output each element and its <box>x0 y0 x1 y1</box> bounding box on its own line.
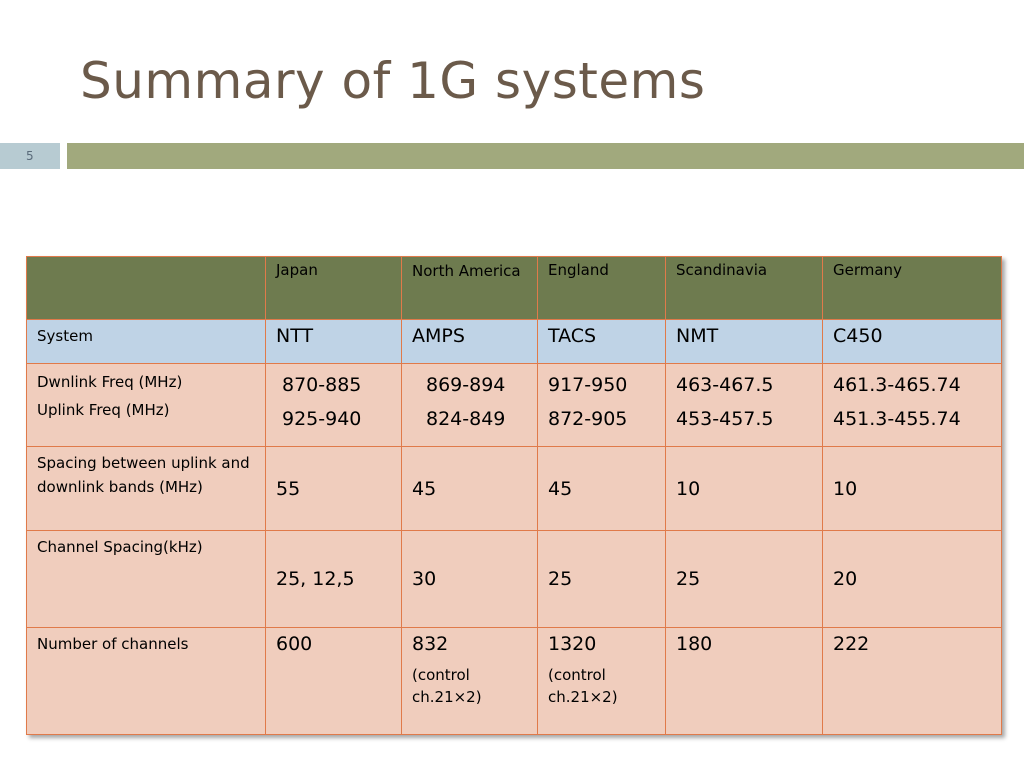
table-row: Channel Spacing(kHz) 25, 12,5 30 25 25 2… <box>26 530 1002 628</box>
header-row: Japan North America England Scandinavia … <box>26 256 1002 320</box>
channel-count: 600 <box>276 633 313 655</box>
header-cell: England <box>537 256 666 320</box>
table-row: Spacing between uplink and downlink band… <box>26 446 1002 531</box>
row-label: Dwnlink Freq (MHz) Uplink Freq (MHz) <box>26 363 266 447</box>
table-cell: 870-885 925-940 <box>265 363 402 447</box>
table-cell: TACS <box>537 319 666 364</box>
table-cell: 10 <box>665 446 823 531</box>
table-cell: 25, 12,5 <box>265 530 402 628</box>
table-cell: 600 <box>265 627 402 735</box>
table-cell: 30 <box>401 530 538 628</box>
uplink-value: 453-457.5 <box>676 408 774 430</box>
uplink-value: 925-940 <box>282 408 362 430</box>
table-cell: NMT <box>665 319 823 364</box>
table-cell: 45 <box>537 446 666 531</box>
table-cell: NTT <box>265 319 402 364</box>
table-cell: 917-950 872-905 <box>537 363 666 447</box>
uplink-label: Uplink Freq (MHz) <box>37 401 170 419</box>
row-label: Spacing between uplink and downlink band… <box>26 446 266 531</box>
downlink-value: 461.3-465.74 <box>833 374 961 396</box>
channel-note: (control ch.21×2) <box>548 666 618 706</box>
table-row: System NTT AMPS TACS NMT C450 <box>26 319 1002 364</box>
table-cell: 832 (control ch.21×2) <box>401 627 538 735</box>
table-row: Number of channels 600 832 (control ch.2… <box>26 627 1002 735</box>
row-label: System <box>26 319 266 364</box>
uplink-value: 872-905 <box>548 408 628 430</box>
downlink-value: 463-467.5 <box>676 374 774 396</box>
row-label: Channel Spacing(kHz) <box>26 530 266 628</box>
channel-count: 222 <box>833 633 870 655</box>
downlink-value: 870-885 <box>282 374 362 396</box>
header-cell: Japan <box>265 256 402 320</box>
table-cell: C450 <box>822 319 1002 364</box>
row-label: Number of channels <box>26 627 266 735</box>
downlink-value: 869-894 <box>426 374 506 396</box>
table-cell: 461.3-465.74 451.3-455.74 <box>822 363 1002 447</box>
header-cell: North America <box>401 256 538 320</box>
channel-count: 1320 <box>548 633 597 655</box>
table-cell: AMPS <box>401 319 538 364</box>
header-cell <box>26 256 266 320</box>
table-cell: 1320 (control ch.21×2) <box>537 627 666 735</box>
channel-note: (control ch.21×2) <box>412 666 482 706</box>
slide-title: Summary of 1G systems <box>80 52 706 110</box>
table-cell: 869-894 824-849 <box>401 363 538 447</box>
channel-count: 832 <box>412 633 449 655</box>
title-divider-bar <box>67 143 1024 169</box>
table-cell: 25 <box>537 530 666 628</box>
summary-table: Japan North America England Scandinavia … <box>26 256 1002 735</box>
uplink-value: 451.3-455.74 <box>833 408 961 430</box>
slide-number: 5 <box>0 143 60 169</box>
table-row: Dwnlink Freq (MHz) Uplink Freq (MHz) 870… <box>26 363 1002 447</box>
table-cell: 10 <box>822 446 1002 531</box>
header-cell: Scandinavia <box>665 256 823 320</box>
header-cell: Germany <box>822 256 1002 320</box>
table-cell: 180 <box>665 627 823 735</box>
table-cell: 25 <box>665 530 823 628</box>
table-cell: 55 <box>265 446 402 531</box>
uplink-value: 824-849 <box>426 408 506 430</box>
downlink-label: Dwnlink Freq (MHz) <box>37 373 183 391</box>
table-cell: 20 <box>822 530 1002 628</box>
channel-count: 180 <box>676 633 713 655</box>
table-cell: 463-467.5 453-457.5 <box>665 363 823 447</box>
downlink-value: 917-950 <box>548 374 628 396</box>
table-cell: 222 <box>822 627 1002 735</box>
table-cell: 45 <box>401 446 538 531</box>
